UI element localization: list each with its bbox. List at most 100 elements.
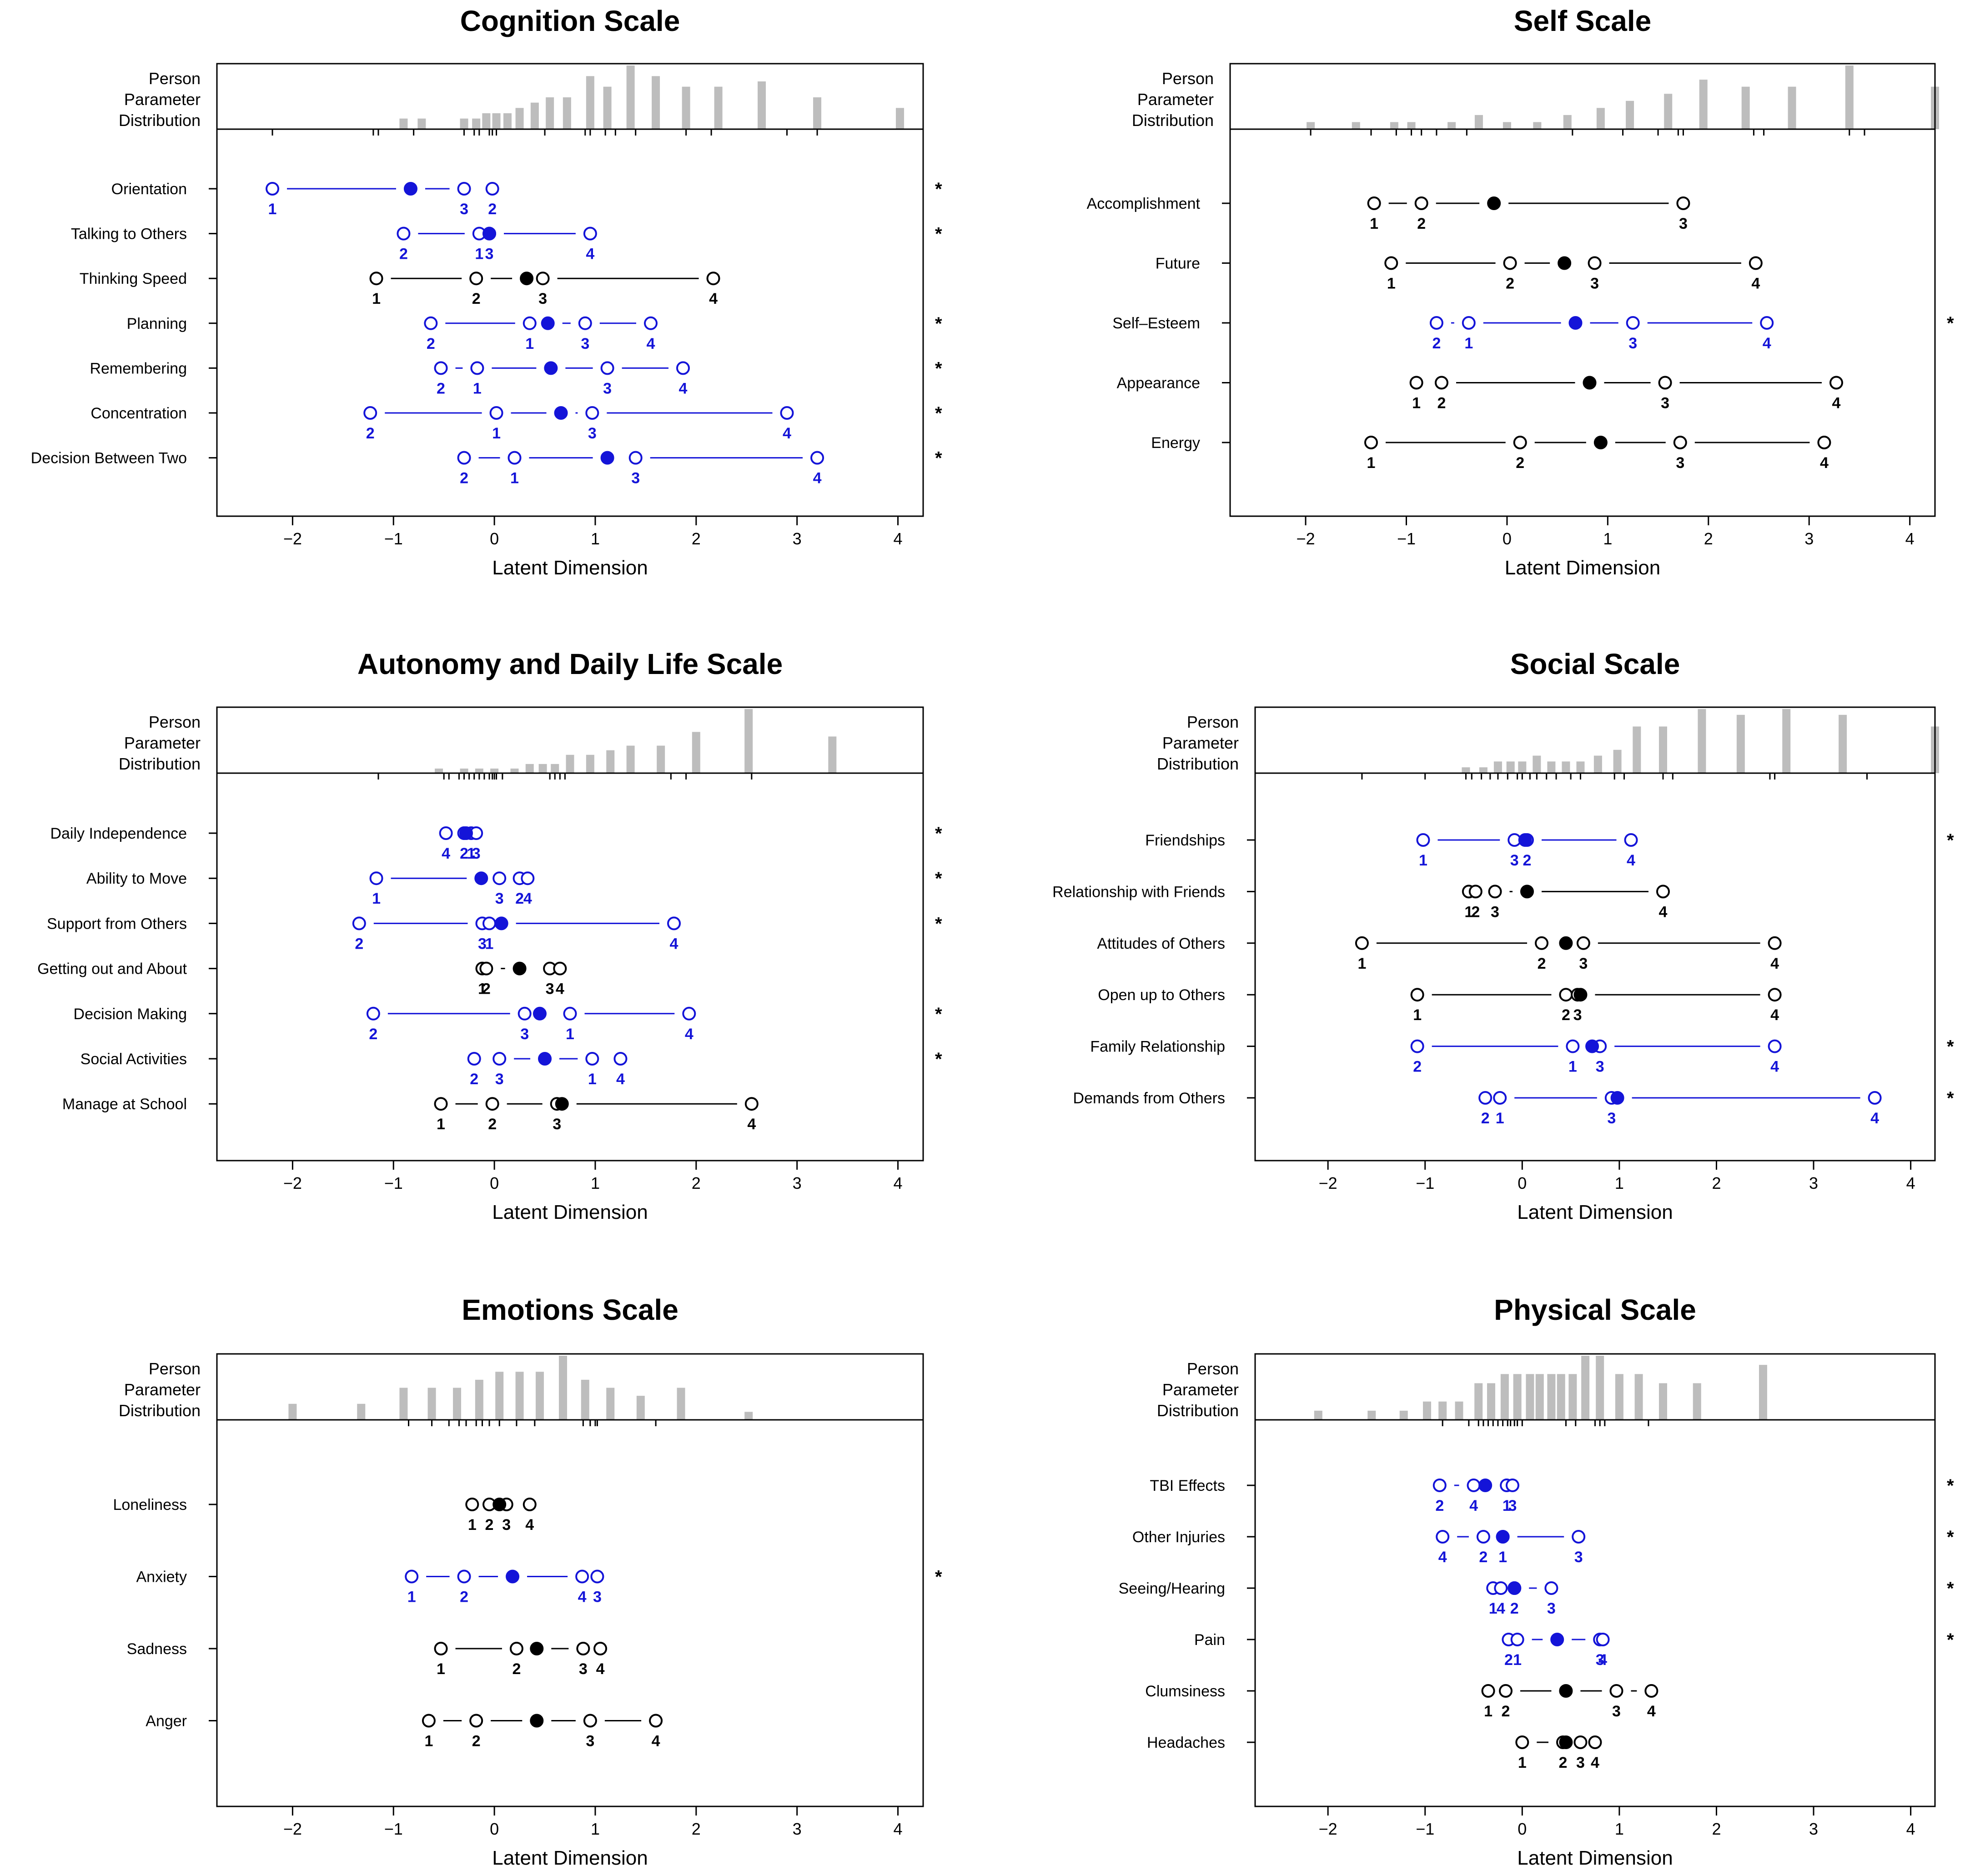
- category-point: [1503, 256, 1517, 270]
- x-tick-label: −1: [1397, 529, 1416, 548]
- category-label: 4: [670, 935, 678, 952]
- hist-bar: [1615, 1374, 1623, 1420]
- category-point: [1573, 1735, 1588, 1749]
- category-point: [1384, 256, 1398, 270]
- x-tick-label: −1: [1416, 1820, 1434, 1838]
- category-label: 3: [1676, 454, 1684, 472]
- item-label: Other Injuries: [1132, 1529, 1225, 1546]
- dist-label-line: Person: [1187, 713, 1239, 731]
- hist-frame: [1229, 63, 1936, 130]
- category-label: 4: [813, 470, 822, 487]
- hist-bar: [1634, 1374, 1643, 1420]
- category-point: [469, 1714, 483, 1728]
- hist-bar: [1626, 101, 1634, 129]
- hist-bar: [558, 1356, 567, 1420]
- mean-point: [1478, 1479, 1493, 1492]
- mean-point: [1508, 1581, 1522, 1595]
- category-label: 2: [366, 425, 375, 442]
- hist-bar: [288, 1403, 297, 1420]
- hist-bar: [606, 1388, 615, 1420]
- category-label: 4: [556, 981, 564, 998]
- hist-frame: [1254, 1353, 1936, 1421]
- category-label: 4: [523, 890, 532, 907]
- x-tick-label: 4: [1905, 529, 1915, 548]
- hist-bar: [482, 113, 491, 129]
- hist-bar: [1568, 1374, 1577, 1420]
- item-row: Getting out and About 12 3 4: [37, 961, 567, 998]
- category-point: [1588, 256, 1602, 270]
- item-row: Clumsiness 1 2 3 4: [1145, 1683, 1658, 1720]
- category-label: 4: [709, 290, 718, 307]
- panel-physical-scale: Physical Scale Person Parameter Distributio…: [1119, 1293, 1954, 1869]
- dist-label-line: Parameter: [124, 1380, 201, 1399]
- hist-bar: [586, 76, 594, 129]
- category-label: 4: [1751, 275, 1760, 292]
- dist-label-line: Parameter: [1137, 90, 1214, 109]
- category-label: 2: [1562, 1006, 1570, 1024]
- category-point: [470, 361, 484, 375]
- hist-bar: [1390, 122, 1398, 129]
- x-tick-label: −2: [283, 1174, 302, 1192]
- category-label: 2: [355, 935, 363, 952]
- x-tick-label: 0: [490, 529, 499, 548]
- hist-bar: [657, 745, 665, 773]
- category-point: [1596, 1633, 1610, 1646]
- category-label: 4: [1870, 1110, 1879, 1127]
- hist-bar: [1500, 1374, 1509, 1420]
- x-tick-label: 1: [1615, 1174, 1624, 1192]
- category-point: [1768, 1039, 1782, 1053]
- category-label: 4: [1820, 454, 1829, 472]
- item-label: Demands from Others: [1073, 1090, 1225, 1107]
- category-label: 3: [553, 1116, 561, 1133]
- category-label: 1: [1370, 215, 1378, 232]
- category-label: 4: [679, 380, 688, 397]
- hist-bar: [828, 736, 837, 773]
- item-row: Self–Esteem 2 1 3 4 *: [1112, 313, 1954, 352]
- x-tick-label: 0: [1518, 1174, 1527, 1192]
- x-tick-label: 4: [894, 1174, 903, 1192]
- category-point: [352, 916, 366, 930]
- hist-bar: [399, 1388, 408, 1420]
- category-label: 2: [482, 981, 491, 998]
- x-tick-label: 1: [591, 529, 600, 548]
- flag-asterisk: *: [935, 869, 942, 889]
- flag-asterisk: *: [1947, 1630, 1954, 1650]
- category-label: 2: [1417, 215, 1426, 232]
- x-tick-label: 4: [1906, 1820, 1915, 1838]
- item-label: Family Relationship: [1090, 1038, 1225, 1056]
- category-label: 4: [616, 1071, 625, 1088]
- category-label: 3: [1491, 903, 1499, 920]
- category-label: 2: [1481, 1110, 1490, 1127]
- category-label: 2: [1504, 1651, 1513, 1669]
- x-tick-label: −2: [1319, 1174, 1337, 1192]
- category-point: [553, 961, 567, 976]
- category-label: 2: [1432, 335, 1441, 352]
- item-row: Appearance 1 2 3 4: [1117, 375, 1843, 412]
- dist-label-line: Person: [149, 69, 201, 88]
- category-label: 2: [1413, 1058, 1422, 1076]
- category-label: 1: [1518, 1754, 1527, 1771]
- item-row: Demands from Others 2 1 3 4 *: [1073, 1088, 1954, 1127]
- flag-asterisk: *: [1947, 1088, 1954, 1108]
- x-tick-label: 2: [1712, 1174, 1721, 1192]
- category-point: [1576, 936, 1590, 950]
- hist-bar: [1314, 1410, 1322, 1420]
- dist-label-line: Distribution: [119, 111, 201, 130]
- category-label: 4: [685, 1026, 694, 1043]
- category-label: 4: [647, 335, 655, 352]
- hist-bar: [435, 768, 443, 773]
- category-label: 2: [1516, 454, 1524, 472]
- flag-asterisk: *: [1947, 830, 1954, 850]
- category-point: [479, 961, 493, 976]
- mean-point: [533, 1006, 547, 1021]
- category-label: 2: [399, 246, 408, 263]
- dist-label-line: Parameter: [1162, 734, 1239, 752]
- category-label: 3: [485, 246, 494, 263]
- hist-bar: [1664, 94, 1673, 129]
- hist-bar: [427, 1388, 436, 1420]
- category-label: 2: [1502, 1703, 1510, 1720]
- category-label: 1: [566, 1026, 574, 1043]
- category-point: [1505, 1479, 1519, 1492]
- x-tick-label: −2: [1297, 529, 1315, 548]
- category-point: [1432, 1479, 1447, 1492]
